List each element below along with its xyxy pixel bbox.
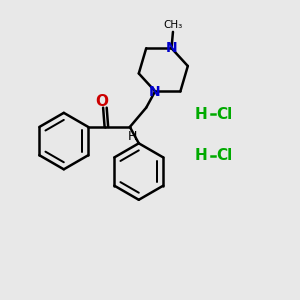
Text: O: O [95, 94, 108, 109]
Text: N: N [166, 41, 177, 55]
Text: H: H [195, 148, 208, 164]
Text: N: N [149, 85, 161, 99]
Text: H: H [128, 130, 137, 143]
Text: H: H [195, 107, 208, 122]
Text: Cl: Cl [216, 107, 232, 122]
Text: Cl: Cl [216, 148, 232, 164]
Text: CH₃: CH₃ [164, 20, 183, 30]
